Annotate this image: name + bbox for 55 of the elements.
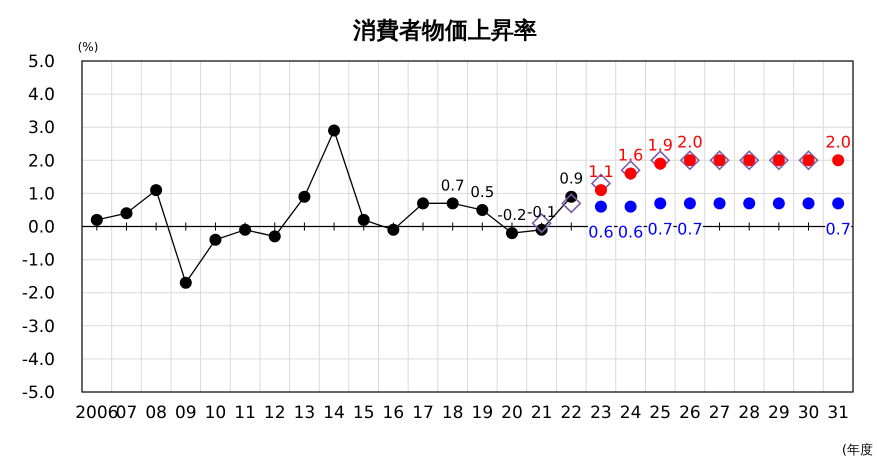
x-tick-label: 29 [768, 403, 790, 423]
x-tick-label: 11 [234, 403, 256, 423]
data-label: 0.6 [588, 222, 614, 242]
x-axis-title: (年度 [842, 442, 873, 458]
data-label: -0.1 [526, 202, 556, 221]
y-tick-label: 1.0 [28, 184, 55, 204]
chart-title: 消費者物価上昇率 [352, 17, 537, 44]
y-tick-label: 2.0 [28, 151, 55, 172]
x-tick-label: 2006 [75, 403, 118, 423]
x-tick-label: 20 [501, 403, 523, 423]
data-label: 2.0 [825, 132, 851, 152]
data-label: 1.1 [588, 162, 614, 182]
data-label: 0.7 [440, 176, 465, 194]
y-tick-label: -1.0 [22, 250, 55, 271]
x-tick-label: 30 [798, 403, 820, 423]
y-tick-label: -3.0 [22, 316, 55, 337]
data-label: 0.7 [825, 219, 851, 238]
data-label: 0.9 [559, 170, 584, 188]
x-tick-label: 21 [530, 403, 552, 423]
y-tick-label: -4.0 [22, 350, 55, 370]
x-tick-label: 18 [442, 403, 464, 423]
x-tick-label: 09 [174, 403, 197, 423]
x-tick-label: 17 [412, 403, 434, 423]
x-tick-label: 25 [649, 403, 672, 423]
x-tick-label: 27 [708, 403, 730, 423]
x-tick-label: 08 [145, 403, 167, 423]
y-tick-label: 5.0 [28, 52, 55, 72]
y-tick-label: 0.0 [28, 218, 55, 238]
x-tick-label: 22 [560, 403, 582, 423]
y-axis-title: (%) [78, 40, 98, 54]
x-tick-label: 31 [827, 403, 849, 423]
data-label: 0.7 [648, 219, 673, 238]
x-tick-label: 19 [472, 403, 494, 423]
data-label: 2.0 [677, 132, 703, 152]
data-label: 1.6 [618, 146, 644, 165]
y-tick-label: -5.0 [22, 383, 55, 403]
x-tick-label: 14 [323, 403, 345, 423]
x-tick-label: 12 [264, 403, 286, 423]
data-label: 0.5 [470, 182, 494, 201]
y-tick-label: 3.0 [28, 118, 55, 138]
x-tick-label: 24 [620, 403, 642, 423]
data-label: -0.2 [497, 206, 527, 224]
data-label: 0.7 [677, 219, 703, 238]
data-label: 0.6 [618, 222, 644, 242]
x-tick-label: 13 [294, 403, 316, 423]
x-tick-label: 15 [352, 403, 375, 423]
x-tick-label: 07 [116, 403, 138, 423]
y-tick-label: 4.0 [28, 85, 55, 106]
x-tick-label: 26 [679, 403, 701, 423]
data-label: 1.9 [648, 136, 673, 155]
x-tick-label: 10 [204, 403, 226, 423]
x-tick-label: 28 [738, 403, 760, 423]
x-tick-label: 16 [382, 403, 404, 423]
y-tick-label: -2.0 [22, 284, 55, 304]
x-tick-label: 23 [590, 403, 612, 423]
